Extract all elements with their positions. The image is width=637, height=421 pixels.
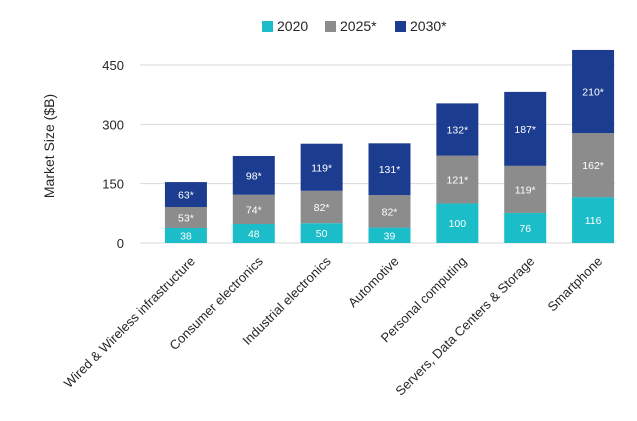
data-label: 132* — [447, 124, 469, 136]
data-label: 98* — [246, 170, 262, 182]
data-label: 74* — [246, 204, 262, 216]
bar-segment — [232, 194, 275, 225]
x-category-label: Servers, Data Centers & Storage — [392, 254, 537, 399]
y-axis-label: Market Size ($B) — [41, 94, 57, 198]
bar-segment — [300, 143, 343, 191]
x-category-label: Wired & Wireless infrastructure — [61, 254, 198, 391]
data-labels: 38 53* 63* 48 74* 98* 50 82* 119* 39 82* 131* 100 121… — [178, 87, 604, 243]
data-label: 76 — [519, 223, 531, 235]
bar-segment — [436, 103, 479, 156]
legend-swatch — [262, 21, 273, 32]
data-label: 82* — [314, 202, 330, 214]
bar-segment — [368, 143, 411, 196]
bar-segment — [164, 227, 207, 243]
bar-segment — [368, 195, 411, 228]
bar-segment — [368, 227, 411, 243]
data-label: 119* — [515, 184, 536, 196]
data-label: 210* — [582, 87, 604, 99]
bar-segment — [572, 133, 615, 198]
y-tick-label: 0 — [117, 236, 124, 251]
legend-label: 2025* — [340, 18, 377, 34]
data-label: 53* — [178, 212, 194, 224]
bar-segment — [300, 223, 343, 243]
bar-segment — [572, 49, 615, 134]
bar-segment — [232, 224, 275, 243]
data-label: 82* — [382, 206, 398, 218]
legend-swatch — [325, 21, 336, 32]
bar-segment — [436, 203, 479, 243]
legend-swatch — [395, 21, 406, 32]
bar-segment — [436, 155, 479, 204]
bar-segment — [232, 155, 275, 195]
x-axis-categories: Wired & Wireless infrastructureConsumer … — [61, 253, 605, 398]
data-label: 48 — [248, 229, 260, 241]
x-category-label: Smartphone — [545, 254, 606, 315]
data-label: 100 — [449, 218, 467, 230]
data-label: 119* — [311, 162, 332, 174]
data-label: 187* — [514, 124, 536, 136]
bar-segment — [504, 165, 547, 213]
bar-segment — [504, 91, 547, 166]
data-label: 121* — [447, 175, 469, 187]
y-tick-label: 450 — [102, 58, 124, 73]
legend: 2020 2025* 2030* — [262, 18, 447, 34]
bars — [164, 49, 615, 243]
y-tick-label: 150 — [102, 177, 124, 192]
bar-segment — [164, 182, 207, 208]
data-label: 63* — [178, 190, 194, 202]
y-axis: 0 150 300 450 — [102, 58, 124, 251]
data-label: 116 — [585, 215, 602, 227]
bar-segment — [300, 190, 343, 224]
data-label: 162* — [582, 160, 604, 172]
y-tick-label: 300 — [102, 117, 124, 132]
legend-label: 2030* — [410, 18, 447, 34]
data-label: 131* — [379, 164, 401, 176]
legend-label: 2020 — [277, 18, 308, 34]
data-label: 39 — [384, 230, 396, 242]
bar-segment — [572, 197, 615, 243]
bar-segment — [164, 207, 207, 228]
data-label: 38 — [180, 230, 192, 242]
data-label: 50 — [316, 228, 328, 240]
bar-segment — [504, 212, 547, 243]
x-category-label: Automotive — [345, 254, 402, 311]
